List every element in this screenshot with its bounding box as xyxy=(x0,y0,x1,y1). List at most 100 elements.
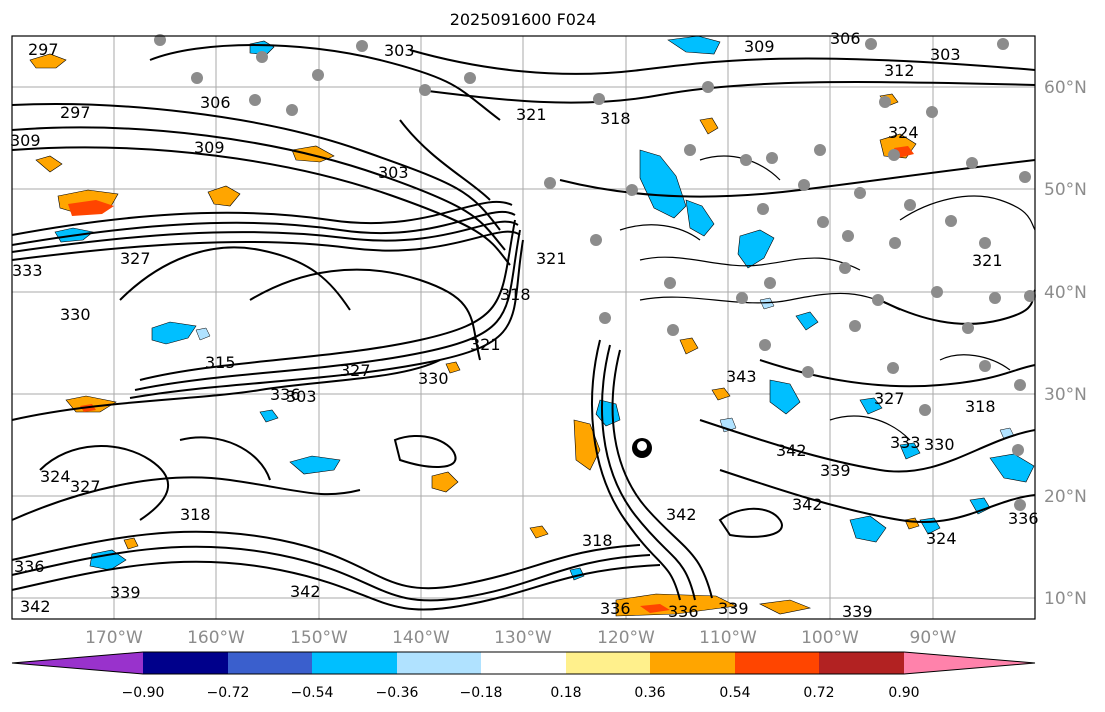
colorbar-tick: 0.36 xyxy=(634,685,665,701)
contour-label: 309 xyxy=(194,138,225,157)
longitude-labels: 170°W 160°W 150°W 140°W 130°W 120°W 110°… xyxy=(85,628,957,648)
colorbar-outline xyxy=(11,651,1036,675)
contour-label: 315 xyxy=(205,353,236,372)
colorbar-segment xyxy=(12,652,143,674)
lon-label-110w: 110°W xyxy=(699,628,757,648)
contour-label: 321 xyxy=(536,249,567,268)
contour-label: 312 xyxy=(884,61,915,80)
contour-label: 309 xyxy=(744,37,775,56)
contour-label: 318 xyxy=(500,285,531,304)
contour-labels: 297 306 309 303 303 306 312 309 297 318 … xyxy=(10,29,1039,621)
contour-label: 336 xyxy=(600,599,631,618)
contour-label: 333 xyxy=(12,261,43,280)
figure-title: 2025091600 F024 xyxy=(450,10,597,29)
colorbar-tick: −0.72 xyxy=(207,685,250,701)
lat-label-20n: 20°N xyxy=(1044,487,1087,507)
contour-label: 336 xyxy=(14,557,45,576)
map-frame xyxy=(11,35,1036,620)
lon-label-170w: 170°W xyxy=(85,628,143,648)
colorbar-tick: −0.54 xyxy=(291,685,334,701)
colorbar-tick: 0.54 xyxy=(719,685,750,701)
colorbar-tick: 0.90 xyxy=(888,685,919,701)
shading-negative xyxy=(54,35,1035,581)
colorbar-tick: 0.72 xyxy=(803,685,834,701)
contour-label: 330 xyxy=(924,435,955,454)
colorbar-segment xyxy=(735,652,819,674)
lon-label-160w: 160°W xyxy=(187,628,245,648)
colorbar-tick: −0.36 xyxy=(376,685,419,701)
contour-label: 330 xyxy=(60,305,91,324)
contour-label: 321 xyxy=(972,251,1003,270)
contour-label: 297 xyxy=(28,40,59,59)
colorbar-tick: −0.90 xyxy=(122,685,165,701)
contour-label: 342 xyxy=(776,441,807,460)
cyclone-center xyxy=(632,438,652,458)
contour-label: 318 xyxy=(965,397,996,416)
theta-contours-thin xyxy=(619,155,1036,441)
contour-label: 339 xyxy=(842,602,873,621)
shading-positive xyxy=(29,53,920,617)
contour-label: 324 xyxy=(40,467,71,486)
latitude-labels: 60°N 50°N 40°N 30°N 20°N 10°N xyxy=(1044,78,1087,609)
contour-label: 327 xyxy=(340,361,371,380)
colorbar-segment xyxy=(904,652,1035,674)
colorbar-segment xyxy=(650,652,735,674)
lon-label-100w: 100°W xyxy=(801,628,859,648)
lat-label-10n: 10°N xyxy=(1044,589,1087,609)
colorbar: −0.90 −0.72 −0.54 −0.36 −0.18 0.18 0.36 … xyxy=(11,651,1036,701)
contour-label: 336 xyxy=(1008,509,1039,528)
contour-label: 303 xyxy=(286,387,317,406)
contour-label: 339 xyxy=(820,461,851,480)
colorbar-segment xyxy=(819,652,904,674)
contour-label: 339 xyxy=(110,583,141,602)
contour-label: 342 xyxy=(792,495,823,514)
lat-label-40n: 40°N xyxy=(1044,283,1087,303)
colorbar-tick-labels: −0.90 −0.72 −0.54 −0.36 −0.18 0.18 0.36 … xyxy=(122,685,920,701)
lat-label-30n: 30°N xyxy=(1044,385,1087,405)
colorbar-segment xyxy=(312,652,397,674)
contour-label: 318 xyxy=(582,531,613,550)
contour-label: 306 xyxy=(200,93,231,112)
contour-label: 318 xyxy=(600,109,631,128)
colorbar-segment xyxy=(481,652,566,674)
contour-label: 303 xyxy=(378,163,409,182)
theta-contours xyxy=(11,44,1036,611)
colorbar-segment xyxy=(143,652,228,674)
contour-label: 336 xyxy=(270,385,301,404)
lon-label-140w: 140°W xyxy=(392,628,450,648)
contour-label: 309 xyxy=(10,131,41,150)
contour-label: 327 xyxy=(120,249,151,268)
contour-label: 330 xyxy=(418,369,449,388)
graticule xyxy=(12,36,1035,619)
lon-label-120w: 120°W xyxy=(597,628,655,648)
contour-label: 318 xyxy=(180,505,211,524)
lat-label-60n: 60°N xyxy=(1044,78,1087,98)
contour-label: 342 xyxy=(666,505,697,524)
colorbar-tick: −0.18 xyxy=(460,685,503,701)
colorbar-segment xyxy=(397,652,481,674)
contour-label: 342 xyxy=(20,597,51,616)
contour-label: 297 xyxy=(60,103,91,122)
contour-label: 321 xyxy=(516,105,547,124)
colorbar-segment xyxy=(566,652,650,674)
lon-label-150w: 150°W xyxy=(290,628,348,648)
contour-label: 342 xyxy=(290,582,321,601)
contour-label: 339 xyxy=(718,599,749,618)
lon-label-130w: 130°W xyxy=(494,628,552,648)
contour-label: 321 xyxy=(470,335,501,354)
colorbar-segments xyxy=(11,651,1036,675)
contour-label: 327 xyxy=(70,477,101,496)
contour-label: 324 xyxy=(926,529,957,548)
contour-label: 327 xyxy=(874,389,905,408)
colorbar-tick: 0.18 xyxy=(550,685,581,701)
contour-label: 303 xyxy=(384,41,415,60)
map-panel: 297 306 309 303 303 306 312 309 297 318 … xyxy=(10,29,1039,621)
contour-label: 343 xyxy=(726,367,757,386)
station-dots xyxy=(154,34,1036,511)
contour-label: 336 xyxy=(668,602,699,621)
lat-label-50n: 50°N xyxy=(1044,180,1087,200)
lon-label-90w: 90°W xyxy=(910,628,957,648)
contour-label: 306 xyxy=(830,29,861,48)
contour-label: 324 xyxy=(888,123,919,142)
